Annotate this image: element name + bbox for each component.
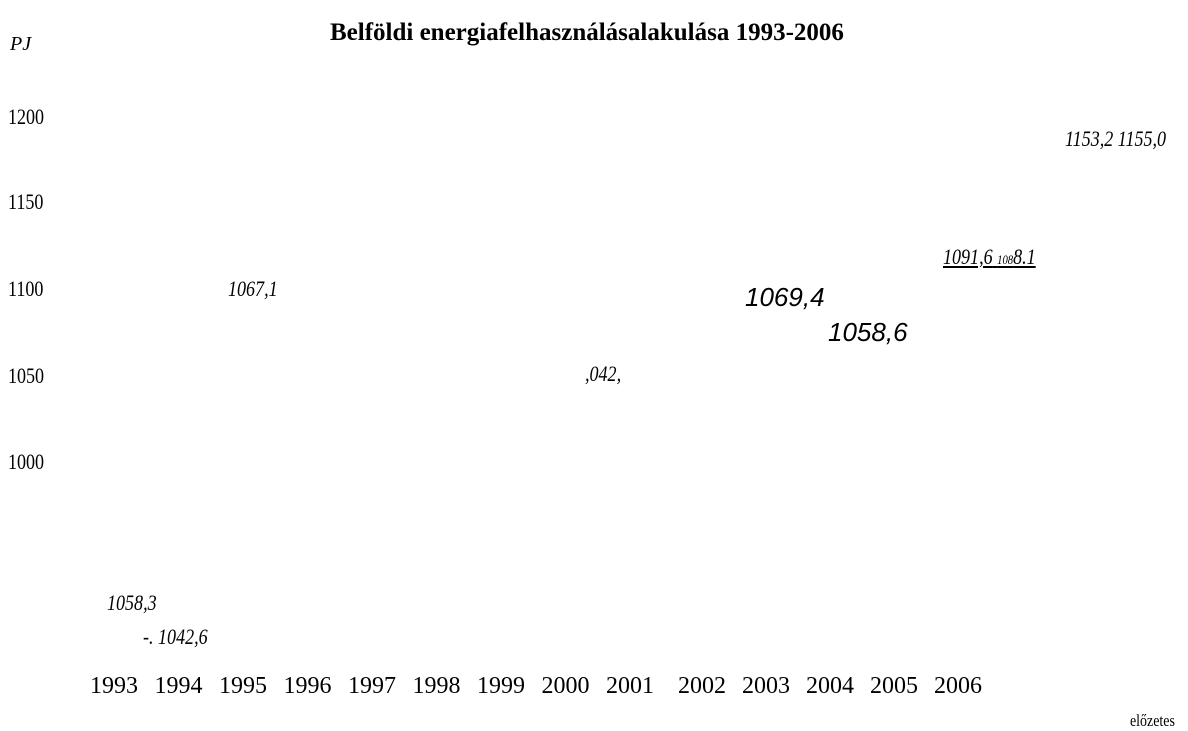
value-label: 1058,6 <box>828 317 908 347</box>
y-label: 1200 <box>8 104 45 129</box>
year-label: 1999 <box>477 673 525 699</box>
year-label: 2005 <box>870 673 918 699</box>
year-label: 2002 <box>678 673 726 699</box>
year-label: 1994 <box>154 673 203 699</box>
year-label: 2006 <box>934 673 982 699</box>
value-label: 1091,6 1088.1 <box>943 246 1036 268</box>
y-label: 1150 <box>8 189 44 214</box>
value-label: -. 1042,6 <box>143 624 208 649</box>
year-label: 2001 <box>606 673 654 699</box>
y-label: 1000 <box>8 449 45 474</box>
year-label: 1997 <box>348 673 396 699</box>
year-label: 2004 <box>806 673 854 699</box>
y-label: 1050 <box>8 363 45 388</box>
value-label: 1153,2 1155,0 <box>1065 126 1167 151</box>
year-label: 1993 <box>90 673 138 699</box>
value-label-part: 108 <box>997 252 1014 267</box>
value-label: ,042, <box>585 361 622 386</box>
year-label: 1996 <box>283 673 332 699</box>
year-label: 1995 <box>219 673 267 699</box>
value-label: 1067,1 <box>228 276 278 301</box>
footnote: előzetes <box>1130 711 1175 730</box>
value-label: 1058,3 <box>107 590 157 615</box>
value-label-part: 8.1 <box>1013 244 1036 269</box>
year-label: 1998 <box>412 673 461 699</box>
year-label: 2003 <box>742 673 790 699</box>
unit: PJ <box>10 33 32 55</box>
value-label-part: 1091,6 <box>943 244 993 269</box>
value-label: 1069,4 <box>745 282 825 312</box>
title: Belföldi energiafelhasználásalakulása 19… <box>330 19 844 46</box>
year-label: 2000 <box>541 673 590 699</box>
y-label: 1100 <box>8 276 44 301</box>
